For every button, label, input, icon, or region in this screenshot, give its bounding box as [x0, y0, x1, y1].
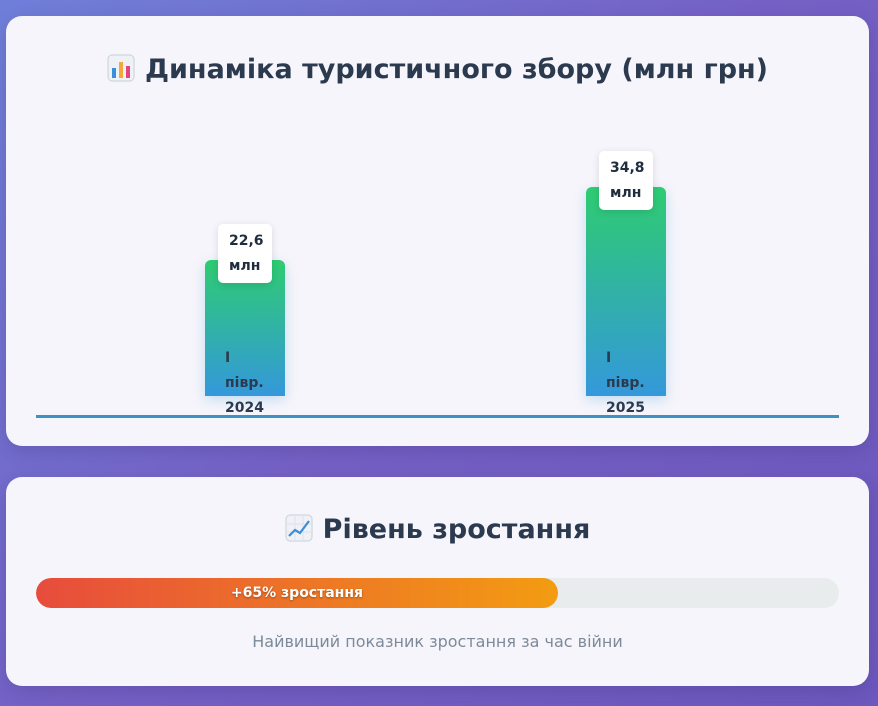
bar-category-label: I півр. 2025 — [606, 350, 645, 416]
x-axis-line — [36, 415, 839, 418]
growth-title-row: Рівень зростання — [6, 514, 869, 549]
growth-progress-fill: +65% зростання — [36, 578, 558, 608]
chart-plot-area: 22,6 млн I півр. 2024 34,8 млн I півр. 2025 — [36, 116, 839, 418]
growth-title: Рівень зростання — [322, 514, 591, 545]
chart-bar: 22,6 млн I півр. 2024 — [205, 224, 285, 416]
trending-up-chart-icon — [285, 514, 313, 549]
growth-progress-bar: +65% зростання — [36, 578, 839, 608]
chart-card: Динаміка туристичного збору (млн грн) 22… — [6, 16, 869, 446]
bar-chart-icon — [107, 54, 135, 89]
growth-note: Найвищий показник зростання за час війни — [252, 632, 623, 651]
bar-value-label: 22,6 млн — [218, 224, 272, 283]
chart-title-row: Динаміка туристичного збору (млн грн) — [6, 54, 869, 89]
growth-progress-label: +65% зростання — [230, 585, 364, 601]
growth-card: Рівень зростання +65% зростання Найвищий… — [6, 477, 869, 686]
chart-title: Динаміка туристичного збору (млн грн) — [144, 54, 769, 85]
chart-bar: 34,8 млн I півр. 2025 — [586, 151, 666, 416]
bar-category-label: I півр. 2024 — [225, 350, 264, 416]
bar-value-label: 34,8 млн — [599, 151, 653, 210]
